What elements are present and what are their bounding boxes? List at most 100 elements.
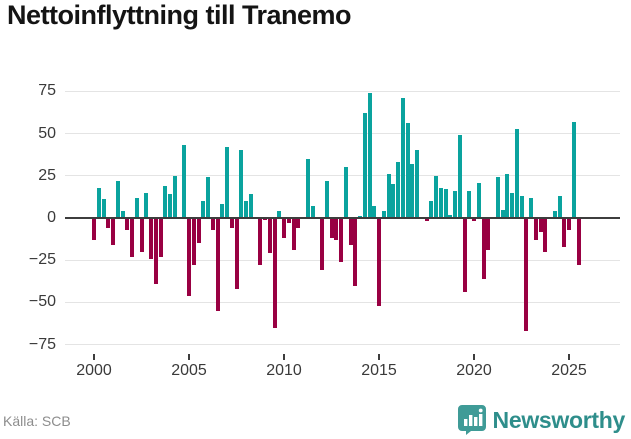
bar-negative [149, 218, 153, 259]
bar-negative [486, 218, 491, 251]
bar-negative [353, 218, 358, 286]
bar-positive [220, 204, 225, 218]
bar-positive [429, 201, 434, 218]
bar-positive [120, 211, 125, 218]
bar-positive [172, 175, 177, 218]
bar-positive [552, 211, 557, 218]
bar-negative [348, 218, 353, 245]
bar-positive [239, 150, 244, 218]
bar-negative [139, 218, 144, 252]
y-axis-tick-label: 50 [38, 124, 56, 142]
bar-negative [196, 218, 201, 244]
bar-negative [296, 218, 301, 229]
bar-negative [258, 218, 263, 266]
bar-negative [538, 218, 543, 232]
bar-positive [163, 185, 168, 218]
bar-negative [153, 218, 158, 284]
bar-negative [334, 218, 339, 240]
bar-negative [424, 218, 429, 222]
bar-negative [191, 218, 196, 266]
bar-positive [415, 150, 419, 218]
bar-positive [476, 182, 481, 218]
bar-negative [543, 218, 548, 252]
x-axis-tick-label: 2025 [551, 362, 587, 379]
bar-positive [144, 192, 149, 218]
zero-baseline [65, 217, 620, 219]
bar-positive [514, 128, 519, 218]
bar-positive [519, 196, 524, 218]
gridline [65, 133, 620, 135]
bar-positive [453, 190, 457, 218]
chart-title: Nettoinflyttning till Tranemo [7, 0, 352, 30]
x-axis-tick-label: 2020 [456, 362, 492, 379]
bar-positive [391, 184, 396, 218]
bar-positive [571, 121, 576, 218]
x-axis-tick [283, 354, 285, 360]
bar-positive [443, 189, 448, 218]
y-axis-tick-label: 75 [38, 82, 56, 100]
bar-negative [111, 218, 115, 245]
x-axis-tick-label: 2015 [361, 362, 397, 379]
bar-negative [320, 218, 324, 271]
bar-negative [377, 218, 381, 306]
bar-positive [168, 194, 172, 218]
gridline [65, 175, 620, 177]
bar-positive [324, 180, 329, 218]
bar-positive [500, 209, 505, 218]
x-axis-tick [93, 354, 95, 360]
source-label: Källa: SCB [3, 413, 71, 429]
bar-positive [182, 145, 187, 218]
bar-positive [405, 123, 410, 218]
x-axis-tick-label: 2005 [171, 362, 207, 379]
bar-negative [106, 218, 111, 229]
bar-positive [115, 180, 120, 218]
newsworthy-bubble-icon [457, 405, 486, 435]
bar-positive [557, 196, 562, 218]
newsworthy-logo: Newsworthy [457, 405, 625, 435]
bar-positive [305, 158, 310, 218]
bar-negative [282, 218, 286, 239]
x-axis-tick [378, 354, 380, 360]
bar-positive [367, 93, 372, 218]
bar-positive [248, 194, 253, 218]
x-axis-tick-label: 2010 [266, 362, 302, 379]
bar-positive [448, 214, 453, 218]
bar-positive [134, 197, 139, 218]
bar-positive [225, 147, 229, 218]
bar-positive [505, 174, 510, 218]
y-axis-tick-label: −50 [28, 293, 56, 311]
bar-negative [229, 218, 234, 229]
y-axis-tick-label: 0 [47, 209, 56, 226]
bar-positive [362, 113, 367, 218]
bar-positive [277, 211, 282, 218]
bar-positive [495, 177, 500, 218]
y-axis-tick-label: 25 [38, 166, 56, 184]
bar-negative [567, 218, 571, 230]
bar-negative [210, 218, 215, 230]
bar-negative [267, 218, 272, 254]
bar-positive [510, 192, 514, 218]
bar-positive [244, 201, 248, 218]
bar-positive [529, 197, 533, 218]
bar-negative [533, 218, 538, 240]
bar-negative [524, 218, 529, 332]
bar-positive [206, 177, 210, 218]
bar-positive [381, 211, 386, 218]
gridline [65, 301, 620, 303]
bar-positive [400, 98, 405, 218]
bar-positive [372, 206, 377, 218]
y-axis-tick-label: −75 [28, 335, 56, 353]
bar-negative [562, 218, 567, 247]
bar-negative [234, 218, 239, 289]
bar-positive [438, 187, 443, 218]
bar-negative [339, 218, 343, 262]
x-axis-tick [473, 354, 475, 360]
bar-negative [130, 218, 134, 257]
bar-positive [396, 162, 400, 218]
bar-negative [187, 218, 191, 296]
bar-negative [329, 218, 334, 239]
gridline [65, 344, 620, 346]
bar-negative [125, 218, 130, 230]
x-axis-tick [188, 354, 190, 360]
